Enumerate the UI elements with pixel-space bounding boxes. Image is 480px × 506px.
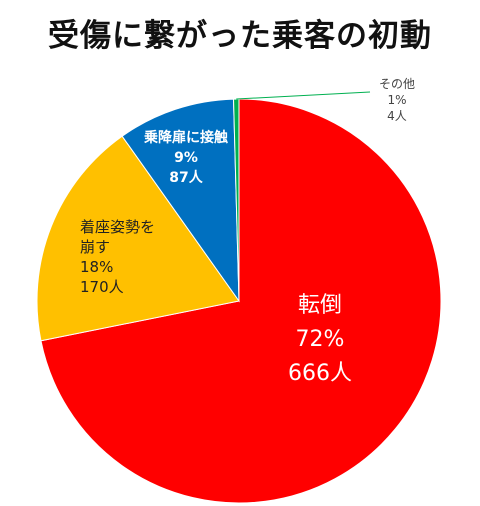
slice-label-3-name: その他 <box>379 77 415 91</box>
slice-label-1-percent: 18% <box>80 258 113 276</box>
slice-label-0-percent: 72% <box>296 327 345 352</box>
slice-label-0-count: 666人 <box>288 361 352 386</box>
slice-label-3-percent: 1% <box>387 93 406 107</box>
pie-slice-0 <box>40 98 442 504</box>
slice-label-2-percent: 9% <box>174 150 198 166</box>
slice-label-1-name-a: 着座姿勢を <box>80 218 155 236</box>
pie-slices <box>36 98 442 504</box>
slice-label-2-count: 87人 <box>169 169 203 186</box>
slice-label-1-name-b: 崩す <box>80 238 110 256</box>
pie-slice-2 <box>121 98 240 303</box>
slice-label-0-name: 転倒 <box>298 293 342 318</box>
slice-label-3-count: 4人 <box>387 109 407 123</box>
leader-line-other <box>236 91 371 100</box>
chart-title: 受傷に繋がった乗客の初動 <box>48 18 432 54</box>
pie-slice-1 <box>36 135 240 342</box>
slice-label-2-name: 乗降扉に接触 <box>143 129 228 146</box>
slice-label-1-count: 170人 <box>80 278 124 296</box>
